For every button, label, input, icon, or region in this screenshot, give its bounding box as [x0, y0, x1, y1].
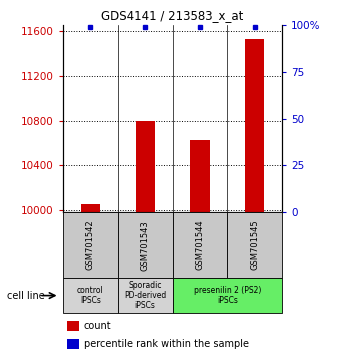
Bar: [67, 321, 79, 331]
Bar: [173, 212, 227, 278]
Text: percentile rank within the sample: percentile rank within the sample: [84, 339, 249, 349]
Text: Sporadic
PD-derived
iPSCs: Sporadic PD-derived iPSCs: [124, 281, 166, 310]
Bar: [63, 278, 118, 313]
Text: GSM701543: GSM701543: [141, 220, 150, 270]
Bar: [245, 39, 265, 212]
Text: count: count: [84, 321, 112, 331]
Bar: [136, 121, 155, 212]
Text: GSM701545: GSM701545: [250, 220, 259, 270]
Text: presenilin 2 (PS2)
iPSCs: presenilin 2 (PS2) iPSCs: [194, 286, 261, 305]
Bar: [118, 278, 173, 313]
Bar: [118, 212, 173, 278]
Bar: [63, 212, 118, 278]
Bar: [81, 204, 100, 212]
Title: GDS4141 / 213583_x_at: GDS4141 / 213583_x_at: [101, 9, 244, 22]
Text: GSM701542: GSM701542: [86, 220, 95, 270]
Text: GSM701544: GSM701544: [195, 220, 204, 270]
Bar: [227, 212, 282, 278]
Bar: [67, 339, 79, 349]
Bar: [190, 141, 209, 212]
Text: cell line: cell line: [7, 291, 45, 301]
Bar: [173, 278, 282, 313]
Text: control
IPSCs: control IPSCs: [77, 286, 104, 305]
